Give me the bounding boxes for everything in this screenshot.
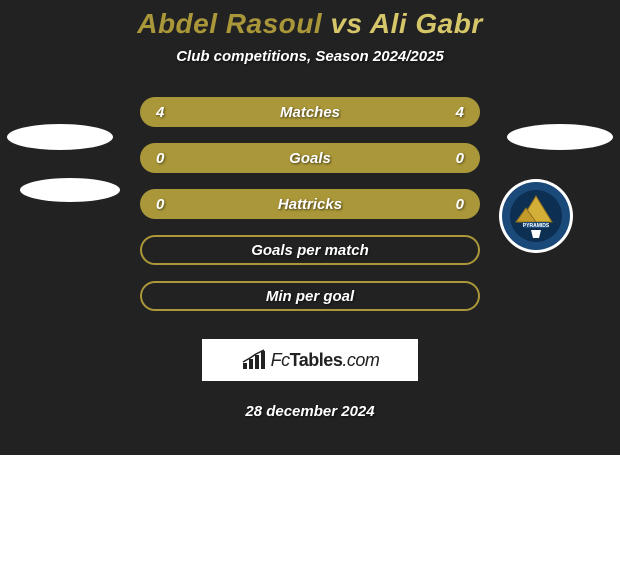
stat-row: 0Goals0 bbox=[140, 143, 480, 173]
player2-name: Ali Gabr bbox=[370, 8, 483, 39]
svg-text:PYRAMIDS: PYRAMIDS bbox=[523, 223, 550, 229]
player1-club-placeholder bbox=[20, 178, 120, 202]
stat-label: Min per goal bbox=[142, 288, 478, 305]
vs-text: vs bbox=[330, 8, 362, 39]
comparison-card: Abdel Rasoul vs Ali Gabr Club competitio… bbox=[0, 0, 620, 455]
stat-row: 4Matches4 bbox=[140, 97, 480, 127]
page-title: Abdel Rasoul vs Ali Gabr bbox=[0, 0, 620, 40]
subtitle: Club competitions, Season 2024/2025 bbox=[0, 48, 620, 65]
bar-chart-icon bbox=[241, 349, 267, 371]
stat-label: Goals bbox=[140, 150, 480, 167]
stat-row: Goals per match bbox=[140, 235, 480, 265]
brand-suffix: .com bbox=[342, 350, 379, 370]
stat-row: Min per goal bbox=[140, 281, 480, 311]
stat-label: Hattricks bbox=[140, 196, 480, 213]
brand-bold: Tables bbox=[290, 350, 343, 370]
pyramids-badge-icon: PYRAMIDS bbox=[498, 178, 574, 254]
date-text: 28 december 2024 bbox=[0, 403, 620, 420]
brand-text: FcTables.com bbox=[271, 350, 380, 371]
stat-label: Matches bbox=[140, 104, 480, 121]
branding-box: FcTables.com bbox=[202, 339, 418, 381]
stat-row: 0Hattricks0 bbox=[140, 189, 480, 219]
brand-prefix: Fc bbox=[271, 350, 290, 370]
player2-club-badge: PYRAMIDS bbox=[498, 178, 574, 254]
player1-name: Abdel Rasoul bbox=[137, 8, 322, 39]
player1-photo-placeholder bbox=[7, 124, 113, 150]
stat-label: Goals per match bbox=[142, 242, 478, 259]
player2-photo-placeholder bbox=[507, 124, 613, 150]
